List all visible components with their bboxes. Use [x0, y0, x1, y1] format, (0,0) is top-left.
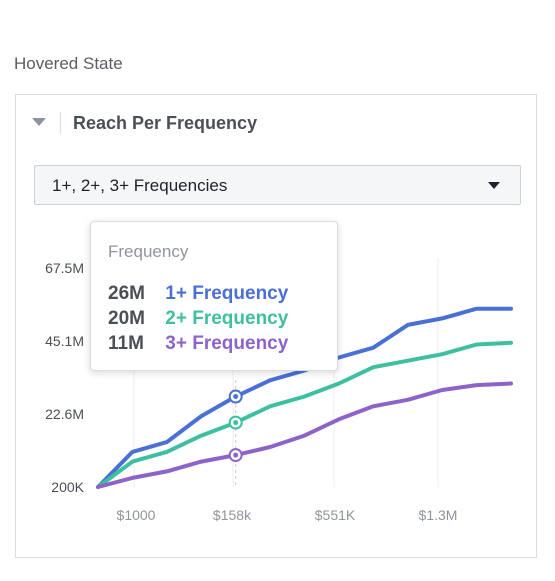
state-label: Hovered State	[14, 54, 123, 73]
tooltip-row-2plus: 20M 2+ Frequency	[108, 308, 288, 330]
hover-point-dot-2	[233, 420, 239, 426]
header-divider	[60, 112, 61, 134]
hover-point-dot-3	[233, 452, 239, 458]
chevron-down-icon	[488, 182, 500, 189]
tooltip-value: 20M	[108, 308, 145, 329]
y-tick-label: 67.5M	[45, 260, 84, 276]
series-line-2	[96, 340, 513, 489]
tooltip-value: 11M	[108, 333, 144, 354]
x-tick-label: $1.3M	[419, 507, 458, 523]
tooltip-value: 26M	[108, 283, 145, 304]
collapse-caret-icon[interactable]	[32, 118, 46, 126]
tooltip-row-3plus: 11M 3+ Frequency	[108, 333, 288, 355]
tooltip-label: 2+ Frequency	[165, 308, 289, 329]
card-title: Reach Per Frequency	[73, 113, 258, 133]
x-tick-label: $158k	[213, 507, 252, 523]
tooltip-label: 1+ Frequency	[165, 283, 289, 304]
tooltip-label: 3+ Frequency	[165, 333, 289, 354]
series-line-3	[96, 381, 513, 489]
hover-point-dot-1	[233, 394, 239, 400]
x-tick-label: $551K	[315, 507, 356, 523]
y-tick-label: 45.1M	[45, 333, 84, 349]
frequency-select[interactable]: 1+, 2+, 3+ Frequencies	[34, 165, 521, 205]
hover-tooltip: Frequency 26M 1+ Frequency 20M 2+ Freque…	[90, 221, 338, 371]
x-tick-label: $1000	[117, 507, 156, 523]
card-header: Reach Per Frequency	[16, 95, 536, 153]
tooltip-row-1plus: 26M 1+ Frequency	[108, 283, 288, 305]
frequency-select-value: 1+, 2+, 3+ Frequencies	[52, 176, 228, 195]
tooltip-title: Frequency	[108, 242, 189, 261]
y-tick-label: 200K	[51, 479, 84, 495]
y-tick-label: 22.6M	[45, 406, 84, 422]
